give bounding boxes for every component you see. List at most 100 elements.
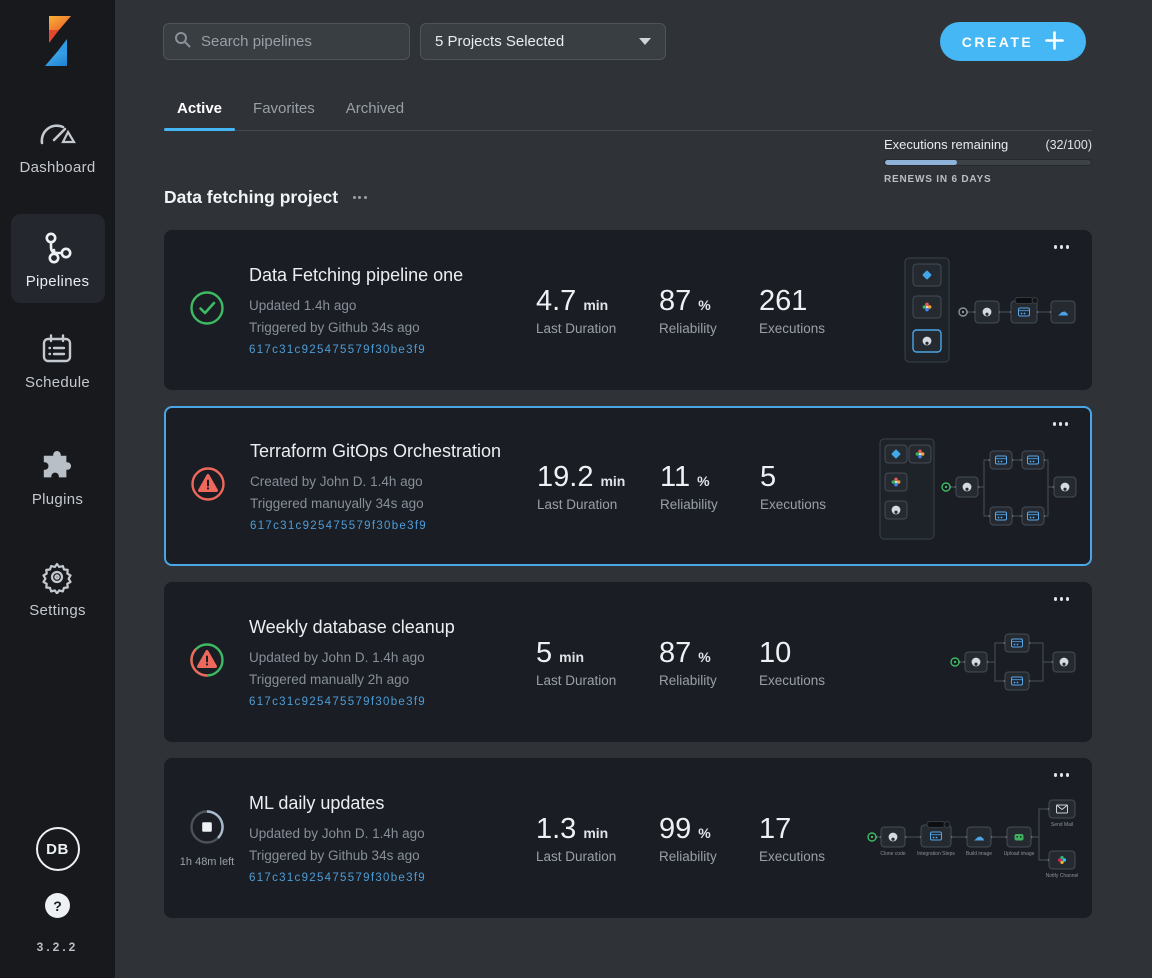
stat-unit: % <box>698 825 710 841</box>
pipeline-meta-triggered: Triggered manuyally 34s ago <box>250 493 527 515</box>
pipeline-stats: 5minLast Duration87%Reliability10Executi… <box>536 637 866 688</box>
pipeline-stat: 99%Reliability <box>659 813 759 864</box>
schedule-calendar-icon <box>39 330 75 368</box>
stat-value: 4.7 <box>536 285 576 318</box>
pipeline-stats: 1.3minLast Duration99%Reliability17Execu… <box>536 813 866 864</box>
pipeline-mini-diagram: Clone codeIntegration Steps☁Build imageU… <box>866 795 1091 881</box>
sidebar-item-settings[interactable]: Settings <box>29 558 86 619</box>
app-logo-icon[interactable] <box>33 12 83 75</box>
sidebar-item-label: Dashboard <box>19 159 95 176</box>
pipeline-hash-link[interactable]: 617c31c925475579f30be3f9 <box>249 696 526 708</box>
pipeline-status-icon <box>188 289 226 332</box>
pipeline-meta-updated: Updated by John D. 1.4h ago <box>249 823 526 845</box>
stat-unit: min <box>559 649 584 665</box>
create-button[interactable]: CREATE <box>940 22 1086 61</box>
stat-label: Last Duration <box>537 497 660 512</box>
main-content: 5 Projects Selected CREATE Active Favori… <box>115 0 1152 978</box>
stat-label: Last Duration <box>536 673 659 688</box>
sidebar-item-pipelines[interactable]: Pipelines <box>11 214 105 303</box>
pipeline-meta-updated: Updated by John D. 1.4h ago <box>249 647 526 669</box>
svg-text:Integration Steps: Integration Steps <box>917 851 955 857</box>
stat-value: 11 <box>660 461 690 494</box>
pipeline-meta-triggered: Triggered by Github 34s ago <box>249 317 526 339</box>
quota-label: Executions remaining <box>884 137 1008 152</box>
stat-unit: min <box>583 297 608 313</box>
stat-value: 87 <box>659 637 691 670</box>
sidebar-item-schedule[interactable]: Schedule <box>25 330 90 391</box>
app-version: 3.2.2 <box>37 940 79 954</box>
pipeline-title: Data Fetching pipeline one <box>249 265 526 286</box>
pipeline-meta-triggered: Triggered manually 2h ago <box>249 669 526 691</box>
pipeline-stat: 87% Reliability <box>659 285 759 336</box>
pipeline-meta-updated: Created by John D. 1.4h ago <box>250 471 527 493</box>
pipeline-stat: 11%Reliability <box>660 461 760 512</box>
pipeline-stat: 5 Executions <box>760 461 867 512</box>
stat-unit: min <box>583 825 608 841</box>
pipeline-list: Data Fetching pipeline one Updated 1.4h … <box>164 230 1092 934</box>
pipeline-status-icon <box>188 808 226 851</box>
tab-favorites[interactable]: Favorites <box>240 92 328 130</box>
project-menu-button[interactable] <box>346 192 371 203</box>
stat-label: Executions <box>759 673 866 688</box>
svg-text:Send Mail: Send Mail <box>1051 822 1073 828</box>
tab-archived[interactable]: Archived <box>333 92 417 130</box>
pipeline-stat: 261 Executions <box>759 285 866 336</box>
search-box[interactable] <box>163 23 410 60</box>
user-avatar[interactable]: DB <box>36 827 80 871</box>
pipeline-stat: 5 min Last Duration <box>536 637 659 688</box>
pipeline-stat: 10Executions <box>759 637 866 688</box>
pipeline-card[interactable]: Weekly database cleanup Updated by John … <box>164 582 1092 742</box>
plugins-puzzle-icon <box>40 447 74 485</box>
pipeline-card[interactable]: 1h 48m left ML daily updates Updated by … <box>164 758 1092 918</box>
stat-unit: min <box>600 473 625 489</box>
stat-unit: % <box>697 473 709 489</box>
card-menu-button[interactable] <box>1047 241 1073 253</box>
pipeline-stats: 19.2minLast Duration11%Reliability5Execu… <box>537 461 867 512</box>
help-button[interactable]: ? <box>45 893 70 918</box>
pipeline-hash-link[interactable]: 617c31c925475579f30be3f9 <box>249 344 526 356</box>
stat-value: 261 <box>759 285 807 318</box>
search-icon <box>174 31 191 53</box>
sidebar-item-label: Pipelines <box>26 273 90 290</box>
stat-label: Executions <box>759 849 866 864</box>
chevron-down-icon <box>639 38 651 45</box>
stat-value: 99 <box>659 813 691 846</box>
search-input[interactable] <box>199 32 402 51</box>
card-menu-button[interactable] <box>1047 593 1073 605</box>
plus-icon <box>1045 31 1064 53</box>
stat-value: 1.3 <box>536 813 576 846</box>
pipeline-card[interactable]: Terraform GitOps Orchestration Created b… <box>164 406 1092 566</box>
sidebar-item-plugins[interactable]: Plugins <box>32 447 83 508</box>
stat-label: Reliability <box>659 673 759 688</box>
stat-label: Executions <box>759 321 866 336</box>
tab-active[interactable]: Active <box>164 92 235 130</box>
project-filter-value: 5 Projects Selected <box>435 33 564 50</box>
card-menu-button[interactable] <box>1047 769 1073 781</box>
pipeline-hash-link[interactable]: 617c31c925475579f30be3f9 <box>250 520 527 532</box>
project-filter-dropdown[interactable]: 5 Projects Selected <box>420 23 666 60</box>
stat-unit: % <box>698 297 710 313</box>
pipeline-status-icon <box>189 465 227 508</box>
stat-label: Reliability <box>659 321 759 336</box>
executions-quota: Executions remaining (32/100) RENEWS IN … <box>884 137 1092 185</box>
create-button-label: CREATE <box>962 34 1034 50</box>
stat-label: Executions <box>760 497 867 512</box>
pipeline-tabs: Active Favorites Archived <box>164 92 1092 131</box>
settings-gear-icon <box>40 558 74 596</box>
card-menu-button[interactable] <box>1046 418 1072 430</box>
pipeline-card[interactable]: Data Fetching pipeline one Updated 1.4h … <box>164 230 1092 390</box>
stat-value: 5 <box>760 461 776 494</box>
sidebar-item-dashboard[interactable]: Dashboard <box>19 115 95 176</box>
stat-value: 17 <box>759 813 791 846</box>
pipeline-title: ML daily updates <box>249 793 526 814</box>
dashboard-gauge-icon <box>38 115 78 153</box>
stat-value: 5 <box>536 637 552 670</box>
pipeline-mini-diagram: ☁ <box>866 254 1091 366</box>
pipeline-stat: 4.7minLast Duration <box>536 285 659 336</box>
svg-text:Notify Channel: Notify Channel <box>1046 873 1079 879</box>
project-title: Data fetching project <box>164 187 338 208</box>
pipeline-title: Weekly database cleanup <box>249 617 526 638</box>
stat-value: 87 <box>659 285 691 318</box>
pipeline-mini-diagram <box>866 630 1091 694</box>
pipeline-hash-link[interactable]: 617c31c925475579f30be3f9 <box>249 872 526 884</box>
